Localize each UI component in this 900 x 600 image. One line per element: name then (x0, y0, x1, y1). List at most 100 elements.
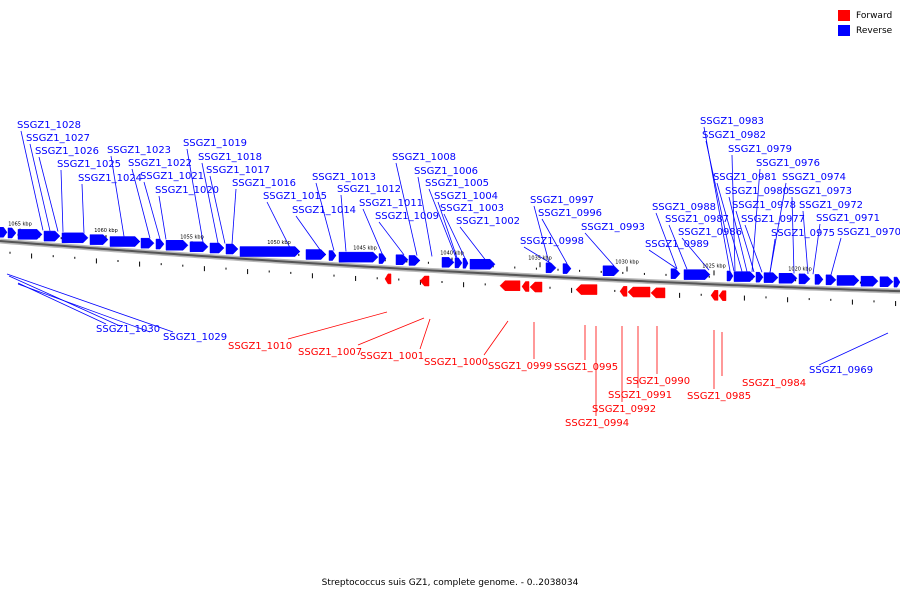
label-connector (584, 232, 615, 267)
label-connector (533, 205, 550, 263)
label-connector (769, 238, 776, 273)
reverse-gene-arrow (0, 227, 8, 238)
label-connector-lines (6, 126, 889, 416)
label-connector (38, 156, 59, 232)
gene-label: SSGZ1_0986 (678, 227, 742, 238)
label-connector (483, 320, 509, 356)
forward-gene-arrow (650, 287, 666, 299)
label-connector (295, 215, 321, 250)
reverse-gene-arrow (798, 273, 811, 285)
gene-label: SSGZ1_1013 (312, 172, 376, 183)
gene-label: SSGZ1_0989 (645, 239, 709, 250)
reverse-gene-arrow (879, 276, 894, 287)
ruler-label: 1030 kbp (615, 259, 639, 265)
label-connector (110, 155, 125, 237)
gene-label: SSGZ1_0991 (608, 390, 672, 401)
label-connector (744, 224, 763, 273)
reverse-gene-arrow (61, 232, 89, 244)
reverse-gene-arrow (140, 237, 155, 249)
ruler-label: 1020 kbp (788, 267, 812, 273)
gene-label: SSGZ1_0975 (771, 228, 835, 239)
label-connector (131, 168, 151, 239)
ruler-label: 1055 kbp (180, 234, 204, 240)
reverse-gene-arrow (462, 258, 469, 269)
gene-label: SSGZ1_1018 (198, 152, 262, 163)
reverse-gene-arrow (109, 236, 141, 247)
label-connector (812, 223, 821, 275)
reverse-legend-label: Reverse (856, 25, 893, 36)
ruler-label: 1045 kbp (353, 246, 377, 252)
legend: Forward Reverse (838, 8, 892, 38)
gene-label: SSGZ1_1028 (17, 120, 81, 131)
gene-label: SSGZ1_0981 (713, 172, 777, 183)
gene-label: SSGZ1_0984 (742, 378, 806, 389)
ruler-ticks: 1065 kbp 1060 kbp 1055 kbp 1050 kbp 1045 kbp… (8, 222, 897, 307)
gene-label: SSGZ1_0971 (816, 213, 880, 224)
ruler-label: 1060 kbp (94, 228, 118, 234)
label-connector (209, 175, 226, 244)
gene-label: SSGZ1_0996 (538, 208, 602, 219)
legend-reverse: Reverse (838, 23, 892, 38)
gene-label: SSGZ1_1020 (155, 185, 219, 196)
gene-label: SSGZ1_1022 (128, 158, 192, 169)
legend-forward: Forward (838, 8, 892, 23)
gene-labels: SSGZ1_1028 SSGZ1_1027 SSGZ1_1026 SSGZ1_1025… (17, 116, 900, 429)
reverse-gene-arrow (165, 240, 189, 251)
label-connector (17, 283, 151, 333)
label-connector (231, 188, 237, 245)
forward-gene-arrow (575, 284, 598, 295)
forward-gene-arrow (419, 275, 430, 287)
reverse-gene-arrow (778, 273, 798, 284)
ruler-label: 1035 kbp (528, 255, 552, 261)
ruler-label: 1050 kbp (267, 240, 291, 246)
gene-label: SSGZ1_0997 (530, 195, 594, 206)
reverse-gene-arrow (209, 242, 225, 254)
gene-label: SSGZ1_1001 (360, 351, 424, 362)
gene-label: SSGZ1_1010 (228, 341, 292, 352)
reverse-gene-arrow (441, 257, 455, 268)
gene-label: SSGZ1_1014 (292, 205, 356, 216)
label-connector (769, 182, 787, 273)
reverse-gene-arrow (562, 263, 572, 274)
gene-label: SSGZ1_1030 (96, 324, 160, 335)
label-connector (523, 246, 551, 264)
reverse-gene-arrow (683, 269, 711, 280)
gene-label: SSGZ1_1005 (425, 178, 489, 189)
gene-label: SSGZ1_0992 (592, 404, 656, 415)
label-connector (60, 169, 64, 232)
gene-label: SSGZ1_1003 (440, 203, 504, 214)
gene-label: SSGZ1_0980 (725, 186, 789, 197)
label-connector (541, 218, 568, 264)
label-connector (419, 318, 431, 350)
label-connector (378, 221, 405, 256)
gene-label: SSGZ1_0993 (581, 222, 645, 233)
label-connector (29, 143, 51, 232)
gene-label: SSGZ1_0979 (728, 144, 792, 155)
reverse-gene-arrow (43, 230, 61, 242)
gene-label: SSGZ1_0972 (799, 200, 863, 211)
ruler-label: 1065 kbp (8, 222, 32, 228)
gene-label: SSGZ1_0973 (788, 186, 852, 197)
label-connector (17, 282, 107, 325)
forward-gene-arrow (384, 273, 392, 285)
reverse-gene-arrow (189, 241, 209, 253)
gene-label: SSGZ1_1026 (35, 146, 99, 157)
gene-label: SSGZ1_1016 (232, 178, 296, 189)
reverse-gene-arrow (239, 246, 301, 257)
reverse-gene-arrow (338, 251, 379, 263)
gene-label: SSGZ1_1021 (140, 171, 204, 182)
gene-label: SSGZ1_1029 (163, 332, 227, 343)
label-connector (287, 311, 388, 340)
genome-backbone (0, 238, 900, 294)
label-connector (340, 194, 347, 252)
reverse-gene-arrow (89, 234, 109, 245)
forward-gene-arrow (499, 280, 521, 291)
reverse-gene-arrow (225, 243, 239, 255)
gene-label: SSGZ1_1012 (337, 184, 401, 195)
label-connector (6, 273, 174, 333)
label-connector (648, 249, 678, 270)
label-connector (428, 188, 457, 258)
label-connector (716, 182, 743, 272)
label-connector (357, 317, 425, 346)
